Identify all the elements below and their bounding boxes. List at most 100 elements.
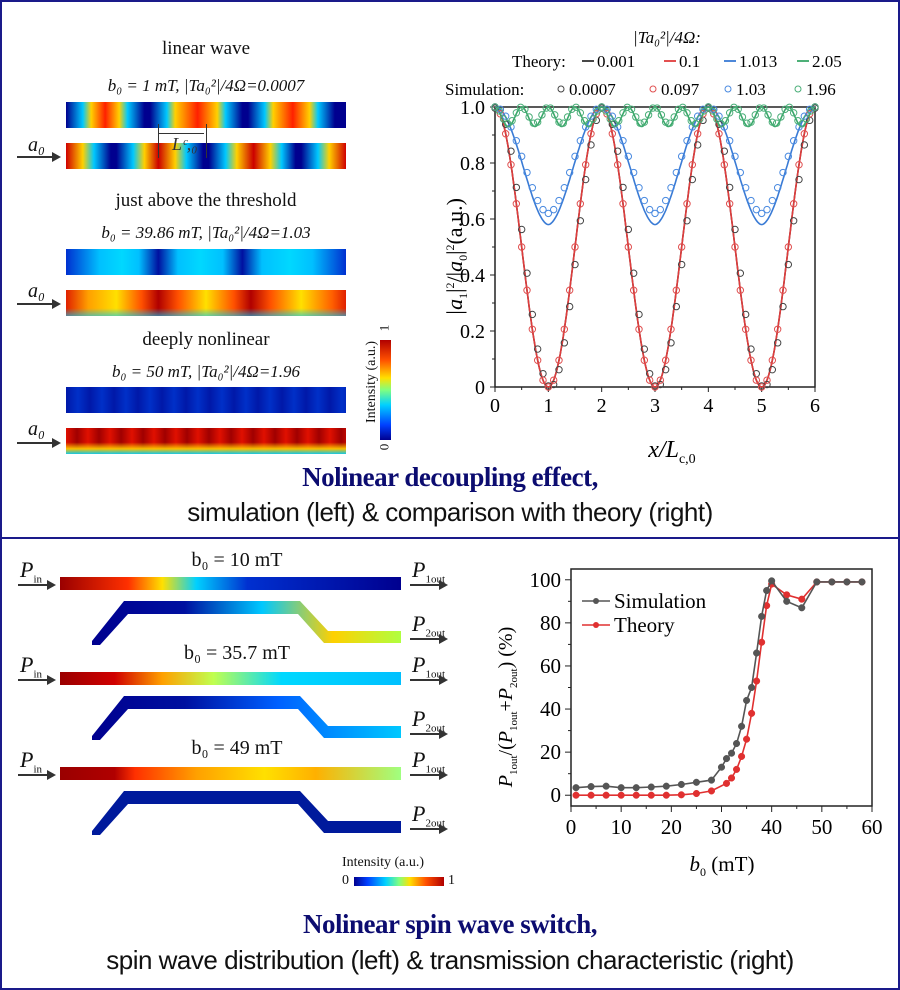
switch-panel: b₀ = 10 mT b₀ = 35.7 mT b₀ = 49 mT Pin P1…	[0, 537, 900, 990]
y-tick-label: 0.2	[460, 321, 485, 343]
sim-point	[533, 118, 542, 126]
data-point-simulation	[647, 783, 655, 791]
switch-simulations	[60, 577, 401, 835]
x-tick-label: 0	[490, 395, 500, 417]
y-tick-label: 100	[530, 568, 562, 592]
sim-point	[549, 205, 558, 214]
sim-point	[523, 269, 531, 277]
sim-point	[764, 111, 772, 119]
sim-point	[512, 137, 521, 145]
sim-point	[751, 111, 759, 119]
sim-point	[640, 345, 649, 353]
sim-point	[704, 103, 713, 111]
sim-point	[581, 161, 590, 169]
sim-title-threshold: just above the threshold	[115, 190, 297, 211]
data-point-theory	[733, 765, 741, 773]
sim-point	[763, 205, 771, 214]
data-point-simulation	[727, 749, 736, 757]
sim-point	[651, 383, 659, 391]
y-tick-label: 0.8	[460, 153, 485, 175]
sim-point	[708, 107, 717, 115]
legend-theory-entry: 0.001	[597, 52, 635, 71]
legend-theory-entry: 1.013	[739, 52, 777, 71]
sim-point	[741, 325, 750, 333]
input-arrow-icon	[17, 299, 61, 309]
data-point-simulation	[677, 780, 685, 789]
switch-title-35: b₀ = 35.7 mT	[183, 642, 291, 664]
input-arrow-icon	[17, 152, 61, 162]
sim-point	[629, 286, 638, 294]
sim-point	[632, 113, 640, 121]
sim-point	[789, 109, 798, 117]
sim-point	[747, 118, 755, 126]
sim-point	[666, 119, 674, 127]
sim-point	[563, 113, 572, 121]
sim-point	[565, 286, 574, 294]
sim-point	[725, 183, 734, 192]
decoupling-chart: |Ta₀²|/4Ω: Theory: 0.001 0.1 1.013 2.05Simul…	[442, 28, 842, 467]
legend-theory-label: Theory:	[512, 52, 566, 71]
data-point-theory	[662, 791, 670, 799]
x-tick-label: 1	[543, 395, 553, 417]
x-tick-label: 50	[811, 815, 832, 839]
sim-point	[670, 113, 678, 121]
sim-point	[523, 168, 531, 177]
sim-point	[677, 260, 686, 269]
sim-point	[725, 137, 734, 145]
y-tick-label: 0.4	[460, 265, 485, 287]
sim-point	[568, 105, 576, 113]
sim-title-nonlinear: deeply nonlinear	[142, 329, 270, 350]
data-point-simulation	[722, 755, 731, 763]
sim-point	[683, 137, 691, 145]
sim-point	[576, 200, 585, 208]
sim-point	[560, 184, 569, 192]
sim-point	[585, 120, 593, 128]
sim-point	[649, 104, 657, 112]
sim-point	[491, 103, 499, 111]
data-point-simulation	[753, 649, 761, 657]
sim-point	[576, 137, 585, 145]
data-point-simulation	[858, 578, 866, 586]
sim-point	[667, 184, 675, 192]
sim-point	[741, 310, 750, 319]
x-tick-label: 60	[862, 815, 883, 839]
sim-point	[635, 184, 643, 192]
port-input-label: Pin	[20, 557, 43, 586]
sim-point	[721, 117, 730, 125]
port-arrow-icon	[18, 770, 56, 780]
data-point-simulation	[828, 578, 836, 586]
y-tick-label: 0.6	[460, 209, 485, 231]
sim-point	[731, 243, 739, 251]
sim-point	[693, 130, 702, 138]
x-tick-label: 6	[810, 395, 820, 417]
sim-point	[725, 109, 734, 117]
sim-point	[501, 130, 510, 138]
chart1-ylabel: |a1|2/|a0|2(a.u.)	[442, 198, 470, 316]
waveguide-upper-nonlinear	[66, 387, 346, 413]
y-tick-label: 20	[540, 740, 561, 764]
sim-point	[512, 109, 521, 117]
x-tick-label: 4	[703, 395, 713, 417]
legend-marker	[593, 622, 599, 628]
chart2-xlabel: b0 (mT)	[690, 852, 755, 879]
waveguide-input	[60, 672, 401, 685]
sim-point	[731, 225, 739, 234]
sim-point	[635, 310, 643, 319]
sim-point	[779, 286, 787, 294]
port-arrow-icon	[410, 770, 448, 780]
port-arrow-icon	[410, 729, 448, 739]
sim-point	[768, 118, 777, 126]
input-arrow-icon	[17, 438, 61, 448]
sim-title-linear: linear wave	[161, 38, 251, 59]
sim-point	[795, 161, 803, 169]
sim-point	[667, 339, 675, 347]
data-point-simulation	[733, 739, 741, 748]
sim-point	[629, 168, 638, 177]
data-point-theory	[798, 595, 806, 603]
legend-sim-entry: 1.03	[736, 80, 766, 99]
sim-point	[549, 376, 558, 384]
length-label: Lᶜ,₀	[172, 134, 198, 154]
waveguide-upper-linear	[66, 102, 346, 128]
length-marker	[158, 124, 207, 158]
port-out2-label: P2out	[412, 706, 446, 735]
